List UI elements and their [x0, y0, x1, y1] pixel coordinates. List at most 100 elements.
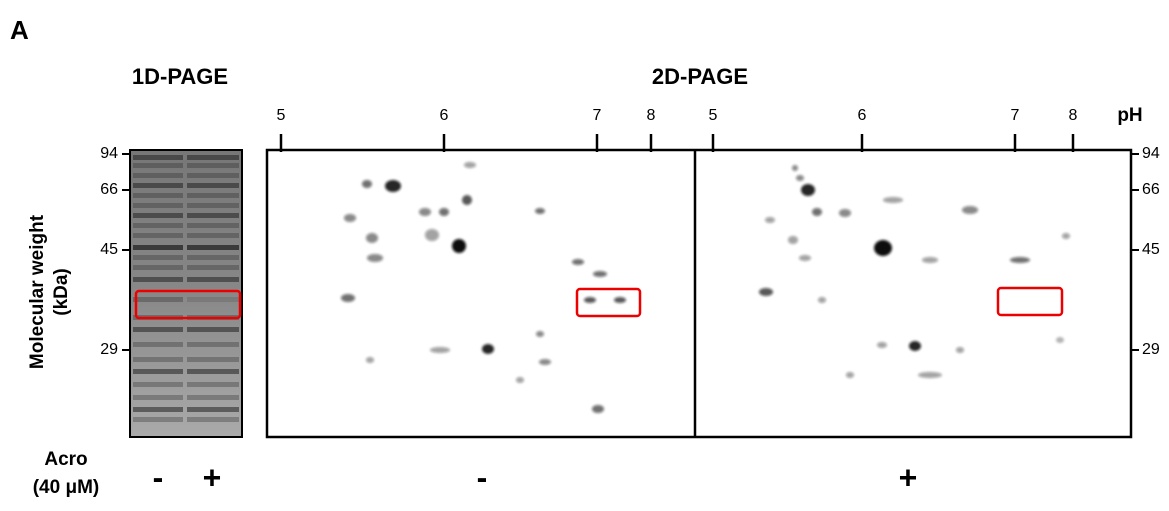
- protein-spot: [812, 208, 822, 216]
- ph-tick-label: 8: [1069, 107, 1078, 124]
- protein-spot: [593, 271, 607, 277]
- gel-band: [187, 407, 239, 412]
- panel-label: A: [10, 15, 29, 45]
- condition-label: +: [899, 459, 918, 495]
- gel-band: [187, 369, 239, 374]
- gel-band: [133, 342, 183, 347]
- protein-spot: [799, 255, 811, 261]
- protein-spot: [516, 377, 524, 383]
- mw-tick-label: 66: [100, 181, 118, 198]
- gel-band: [133, 265, 183, 270]
- gel-band: [187, 183, 239, 188]
- gel-band: [133, 193, 183, 198]
- highlight-box: [996, 286, 1064, 317]
- gel-band: [187, 203, 239, 208]
- ph-tick-label: 8: [647, 107, 656, 124]
- protein-spot: [796, 175, 804, 181]
- y-axis-label: (kDa): [51, 268, 72, 316]
- mw-tick-label: 66: [1142, 181, 1160, 198]
- protein-spot: [539, 359, 551, 365]
- protein-spot: [341, 294, 355, 302]
- gel-band: [133, 277, 183, 282]
- protein-spot: [818, 297, 826, 303]
- protein-spot: [536, 331, 544, 337]
- ph-tick-label: 5: [709, 107, 718, 124]
- protein-spot: [1056, 337, 1064, 343]
- lane-label: -: [153, 459, 164, 495]
- gel-band: [133, 233, 183, 238]
- protein-spot: [366, 357, 374, 363]
- protein-spot: [922, 257, 938, 263]
- gel-band: [133, 369, 183, 374]
- protein-spot: [425, 229, 439, 241]
- gel-band: [187, 382, 239, 387]
- gel-band: [133, 223, 183, 228]
- ph-tick-label: 5: [277, 107, 286, 124]
- highlight-box: [134, 289, 242, 320]
- protein-spot: [362, 180, 372, 188]
- protein-spot: [788, 236, 798, 244]
- gel-1d: [129, 149, 243, 438]
- protein-spot: [874, 240, 892, 256]
- gel-band: [133, 155, 183, 160]
- protein-spot: [462, 195, 472, 205]
- gel-band: [187, 155, 239, 160]
- protein-spot: [1010, 257, 1030, 263]
- protein-spot: [452, 239, 466, 253]
- treatment-label: Acro: [44, 449, 87, 470]
- highlight-box: [575, 287, 642, 318]
- ph-tick-label: 7: [593, 107, 602, 124]
- ph-tick-label: 7: [1011, 107, 1020, 124]
- mw-tick-label: 94: [100, 145, 118, 162]
- protein-spot: [367, 254, 383, 262]
- protein-spot: [909, 341, 921, 351]
- gel-band: [187, 223, 239, 228]
- gel-band: [133, 173, 183, 178]
- y-axis-label: Molecular weight: [27, 214, 48, 369]
- gel-band: [133, 327, 183, 332]
- protein-spot: [962, 206, 978, 214]
- gel-title: 1D-PAGE: [132, 64, 228, 89]
- protein-spot: [344, 214, 356, 222]
- ph-label: pH: [1117, 105, 1142, 126]
- ph-tick-label: 6: [858, 107, 867, 124]
- protein-spot: [366, 233, 378, 243]
- protein-spot: [765, 217, 775, 223]
- protein-spot: [1062, 233, 1070, 239]
- gel-band: [187, 297, 239, 302]
- mw-tick-label: 29: [1142, 341, 1160, 358]
- protein-spot: [592, 405, 604, 413]
- gel-title: 2D-PAGE: [652, 64, 748, 89]
- protein-spot: [464, 162, 476, 168]
- protein-spot: [430, 347, 450, 353]
- gel-2d-frame: [265, 148, 1133, 439]
- protein-spot: [759, 288, 773, 296]
- gel-band: [187, 417, 239, 422]
- gel-band: [133, 213, 183, 218]
- protein-spot: [839, 209, 851, 217]
- mw-tick-label: 29: [100, 341, 118, 358]
- mw-tick-label: 45: [100, 241, 118, 258]
- gel-2d-spots: [341, 162, 1070, 413]
- protein-spot: [482, 344, 494, 354]
- protein-spot: [877, 342, 887, 348]
- protein-spot: [956, 347, 964, 353]
- protein-spot: [572, 259, 584, 265]
- mw-tick-label: 45: [1142, 241, 1160, 258]
- gel-band: [187, 342, 239, 347]
- gel-band: [187, 233, 239, 238]
- gel-band: [187, 265, 239, 270]
- gel-band: [187, 327, 239, 332]
- gel-1d-frame: [129, 149, 243, 438]
- protein-spot: [385, 180, 401, 192]
- protein-spot: [883, 197, 903, 203]
- gel-band: [133, 163, 183, 168]
- gel-band: [187, 357, 239, 362]
- gel-band: [133, 245, 183, 250]
- gel-band: [133, 183, 183, 188]
- mw-tick-label: 94: [1142, 145, 1160, 162]
- gel-band: [133, 407, 183, 412]
- protein-spot: [918, 372, 942, 378]
- gel-band: [133, 203, 183, 208]
